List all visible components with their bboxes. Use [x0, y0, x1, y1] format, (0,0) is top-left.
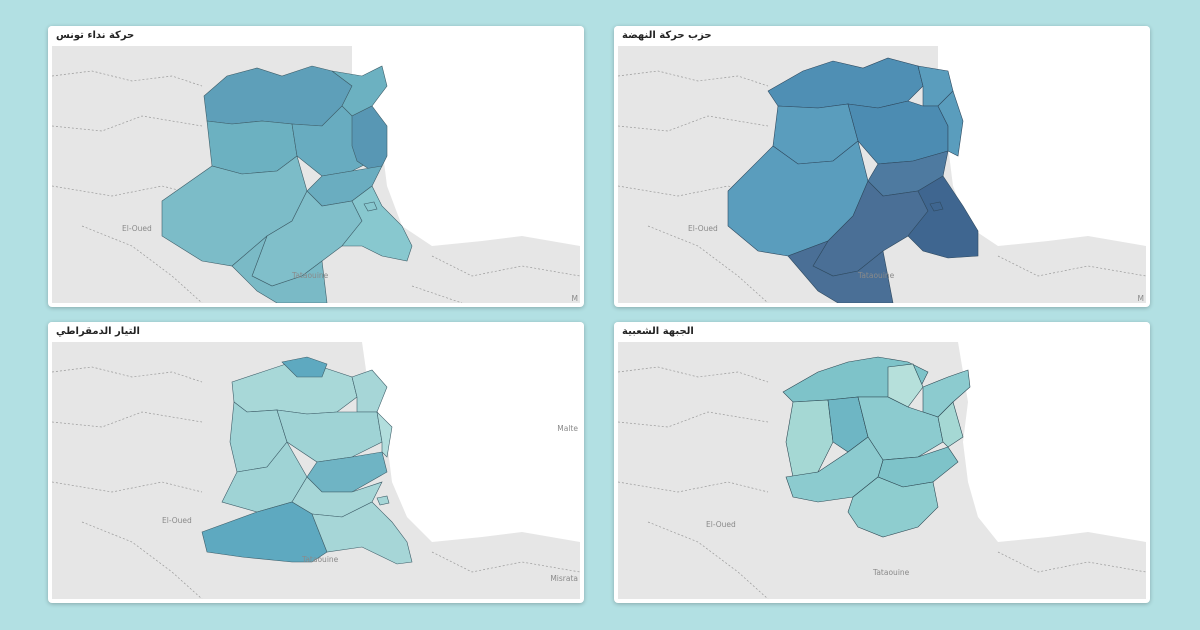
panel-header: الجبهة الشعبية [614, 322, 1150, 342]
region-south-west [785, 436, 884, 503]
tunisia-choropleth-map[interactable] [52, 46, 580, 303]
map-panel-1: حركة نداء تونس [48, 26, 584, 307]
region-capital [887, 363, 924, 408]
region-north [203, 65, 353, 127]
tunisia-choropleth-map[interactable] [618, 46, 1146, 303]
tunisia-choropleth-map[interactable] [52, 342, 580, 599]
city-label-tataouine: Tataouine [858, 271, 895, 280]
map-canvas[interactable]: El-Oued Tataouine Malte Misrata [52, 342, 580, 599]
region-sahel [937, 90, 964, 157]
panel-title: حركة نداء تونس [56, 30, 135, 41]
map-canvas[interactable]: El-Oued Tataouine M [52, 46, 580, 303]
island-djerba [929, 201, 944, 212]
city-label-el-oued: El-Oued [688, 224, 718, 233]
region-southeast [341, 185, 413, 262]
edge-label-malte: Malte [557, 424, 578, 433]
region-sahel [376, 411, 393, 458]
city-label-tataouine: Tataouine [873, 568, 910, 577]
map-canvas[interactable]: El-Oued Tataouine M [618, 46, 1146, 303]
panel-header: حزب حركة النهضة [614, 26, 1150, 46]
panel-header: التيار الدمقراطي [48, 322, 584, 342]
panel-title: التيار الدمقراطي [56, 326, 140, 337]
region-deep-south [847, 476, 939, 538]
panel-title: حزب حركة النهضة [622, 30, 712, 41]
island-djerba [376, 495, 390, 506]
city-label-tataouine: Tataouine [292, 271, 329, 280]
region-center-east [847, 100, 949, 165]
city-label-tataouine: Tataouine [302, 555, 339, 564]
island-djerba [363, 201, 378, 212]
region-deep-south [787, 240, 894, 303]
region-north [767, 57, 924, 109]
tunisia-choropleth-map[interactable] [618, 342, 1146, 599]
panel-header: حركة نداء تونس [48, 26, 584, 46]
map-panel-4: الجبهة الشعبية [614, 322, 1150, 603]
region-southeast [907, 175, 979, 259]
city-label-el-oued: El-Oued [706, 520, 736, 529]
region-capital [281, 356, 328, 378]
panel-title: الجبهة الشعبية [622, 326, 694, 337]
region-center-west [785, 399, 834, 478]
map-canvas[interactable]: El-Oued Tataouine [618, 342, 1146, 599]
edge-label: M [571, 294, 578, 303]
map-panel-2: حزب حركة النهضة [614, 26, 1150, 307]
city-label-el-oued: El-Oued [162, 516, 192, 525]
edge-label: M [1137, 294, 1144, 303]
region-southeast [311, 501, 413, 565]
edge-label-misrata: Misrata [550, 574, 578, 583]
region-deep-south [231, 235, 328, 303]
region-deep-south [201, 501, 328, 563]
map-panel-3: التيار الدمقراطي [48, 322, 584, 603]
city-label-el-oued: El-Oued [122, 224, 152, 233]
region-sahel [937, 401, 964, 448]
